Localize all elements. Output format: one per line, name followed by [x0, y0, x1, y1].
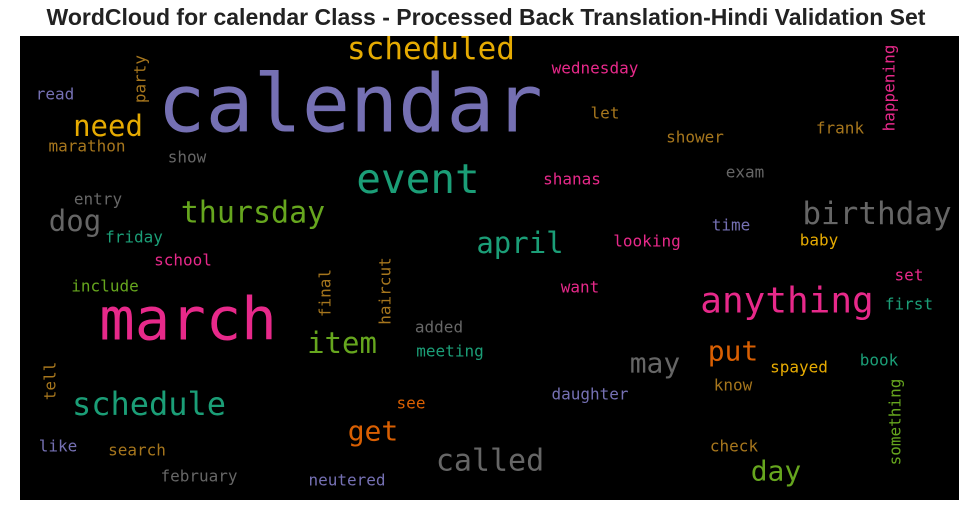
word-schedule: schedule — [72, 385, 226, 423]
word-let: let — [591, 104, 620, 123]
word-scheduled: scheduled — [347, 36, 515, 67]
word-spayed: spayed — [770, 358, 828, 377]
word-wednesday: wednesday — [552, 59, 639, 78]
word-final: final — [316, 269, 335, 317]
word-tell: tell — [41, 362, 60, 401]
word-like: like — [39, 437, 78, 456]
word-book: book — [860, 351, 899, 370]
word-meeting: meeting — [416, 342, 483, 361]
word-include: include — [71, 277, 138, 296]
word-shower: shower — [666, 128, 724, 147]
wordcloud-canvas: calendar march event anything schedule schedu… — [20, 36, 959, 500]
word-haircut: haircut — [376, 257, 395, 324]
word-first: first — [885, 295, 933, 314]
word-added: added — [415, 318, 463, 337]
word-baby: baby — [800, 231, 839, 250]
word-need: need — [73, 109, 143, 143]
word-february: february — [160, 467, 237, 486]
word-frank: frank — [816, 119, 865, 138]
word-marathon: marathon — [48, 137, 125, 156]
word-may: may — [630, 347, 681, 380]
word-neutered: neutered — [308, 471, 385, 490]
word-march: march — [99, 285, 277, 354]
word-read: read — [36, 85, 75, 104]
word-called: called — [436, 444, 544, 479]
word-search: search — [108, 441, 166, 460]
word-item: item — [307, 326, 377, 360]
word-something: something — [886, 379, 905, 466]
word-show: show — [168, 148, 207, 167]
word-shanas: shanas — [543, 170, 601, 189]
word-exam: exam — [726, 163, 765, 182]
wordcloud-svg: calendar march event anything schedule schedu… — [36, 36, 952, 490]
word-april: april — [476, 226, 563, 260]
word-want: want — [561, 278, 600, 297]
word-entry: entry — [74, 190, 123, 209]
word-thursday: thursday — [181, 196, 326, 231]
word-know: know — [714, 376, 753, 395]
word-birthday: birthday — [802, 196, 951, 232]
word-get: get — [348, 415, 399, 448]
word-time: time — [712, 216, 751, 235]
word-party: party — [131, 55, 150, 104]
word-event: event — [356, 155, 479, 203]
word-calendar: calendar — [157, 58, 542, 151]
word-put: put — [708, 335, 759, 368]
word-anything: anything — [700, 281, 873, 322]
word-daughter: daughter — [551, 385, 628, 404]
word-day: day — [751, 455, 802, 488]
word-happening: happening — [880, 45, 899, 132]
word-friday: friday — [105, 228, 163, 247]
word-looking: looking — [613, 232, 680, 251]
word-set: set — [895, 266, 924, 285]
word-school: school — [154, 251, 212, 270]
word-see: see — [397, 394, 426, 413]
word-check: check — [710, 437, 759, 456]
word-dog: dog — [49, 204, 101, 238]
chart-title: WordCloud for calendar Class - Processed… — [46, 4, 926, 30]
